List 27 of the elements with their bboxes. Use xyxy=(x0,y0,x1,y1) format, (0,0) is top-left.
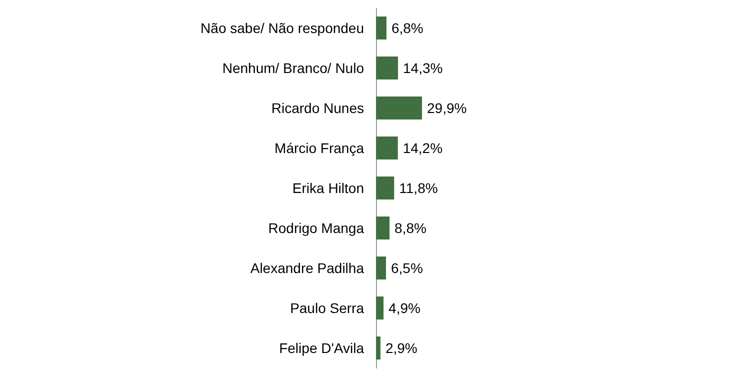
bar xyxy=(376,336,380,360)
bar xyxy=(376,136,398,160)
data-label: 6,5% xyxy=(391,260,423,276)
data-label: 11,8% xyxy=(399,180,438,196)
y-tick-label: Erika Hilton xyxy=(292,180,364,196)
bar xyxy=(376,56,398,80)
bar xyxy=(376,256,386,280)
y-tick-label: Alexandre Padilha xyxy=(250,260,364,276)
y-tick-label: Nenhum/ Branco/ Nulo xyxy=(222,60,364,76)
data-label: 4,9% xyxy=(388,300,420,316)
data-label: 2,9% xyxy=(385,340,418,356)
y-tick-label: Não sabe/ Não respondeu xyxy=(200,20,364,36)
bar xyxy=(376,176,394,200)
data-label: 14,2% xyxy=(402,140,443,156)
y-tick-label: Ricardo Nunes xyxy=(271,100,364,116)
data-label: 6,8% xyxy=(391,20,424,36)
y-tick-label: Felipe D'Avila xyxy=(279,340,364,356)
y-tick-label: Márcio França xyxy=(274,140,364,156)
bar xyxy=(376,96,422,120)
data-label: 14,3% xyxy=(403,60,443,76)
data-label: 8,8% xyxy=(394,220,426,236)
y-tick-label: Paulo Serra xyxy=(290,300,364,316)
bar xyxy=(376,16,386,40)
y-tick-label: Rodrigo Manga xyxy=(268,220,364,236)
data-label: 29,9% xyxy=(427,100,467,116)
bar xyxy=(376,216,390,240)
bar xyxy=(376,296,384,320)
